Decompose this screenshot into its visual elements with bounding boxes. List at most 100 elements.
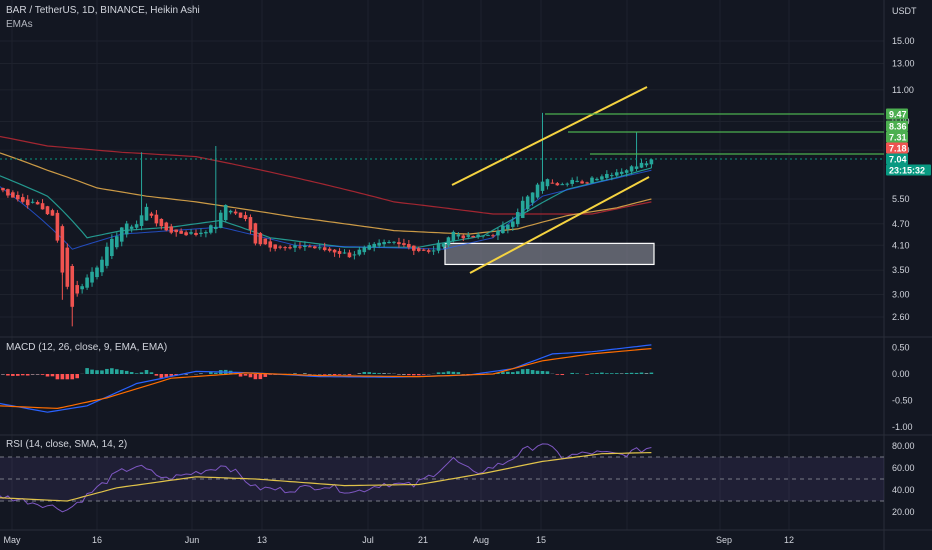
macd-histogram-bar (303, 373, 307, 374)
candle-body (283, 247, 287, 249)
macd-histogram-bar (115, 369, 119, 374)
candle-body (40, 203, 45, 210)
candle-body (639, 162, 644, 168)
candle-body (124, 223, 129, 235)
macd-histogram-bar (570, 372, 574, 374)
macd-histogram-bar (451, 371, 456, 374)
macd-histogram-bar (90, 369, 94, 374)
candle-body (199, 232, 203, 234)
price-tag-bg (886, 131, 908, 143)
candle-body (352, 254, 357, 256)
macd-histogram-bar (525, 368, 530, 374)
macd-histogram-bar (95, 370, 99, 374)
macd-histogram-bar (540, 370, 545, 374)
rsi-indicator-label[interactable]: RSI (14, close, SMA, 14, 2) (6, 439, 128, 450)
price-tag-label: 9.47 (889, 110, 907, 120)
price-tag-label: 7.18 (889, 144, 907, 154)
candle-body (491, 235, 495, 237)
candle-body (416, 248, 421, 252)
candle-body (614, 172, 619, 176)
candle-body (293, 245, 297, 248)
macd-histogram-bar (377, 373, 381, 374)
candle-body (204, 232, 208, 234)
candle-body (426, 250, 431, 252)
upper-trendline (451, 86, 648, 186)
macd-histogram-bar (70, 374, 75, 380)
macd-histogram-bar (560, 374, 565, 376)
x-tick-label: Sep (716, 535, 732, 545)
axes: 15.0013.0011.009.007.505.504.704.103.503… (3, 36, 914, 545)
macd-indicator-label[interactable]: MACD (12, 26, close, 9, EMA, EMA) (6, 342, 168, 353)
price-tag-bg (886, 142, 908, 154)
candle-body (441, 243, 446, 247)
macd-pane (0, 344, 654, 413)
macd-histogram-bar (610, 373, 614, 374)
macd-histogram-bar (362, 371, 367, 374)
candle-body (332, 249, 337, 253)
x-tick-label: 16 (92, 535, 102, 545)
macd-histogram-bar (590, 373, 594, 374)
macd-histogram-bar (382, 373, 386, 374)
macd-histogram-bar (600, 372, 604, 374)
macd-tick-label: 0.00 (892, 369, 910, 379)
ema_fast-line (0, 167, 652, 248)
candle-body (520, 200, 525, 218)
candle-body (194, 232, 198, 235)
candle-body (402, 243, 406, 245)
macd-histogram-bar (357, 373, 362, 374)
lower-trendline (469, 176, 650, 274)
macd-histogram-bar (209, 372, 213, 374)
macd-histogram-bar (105, 368, 109, 374)
macd-histogram-bar (515, 371, 520, 374)
macd-histogram-bar (322, 374, 327, 375)
candle-body (258, 233, 263, 245)
candle-body (511, 221, 515, 227)
y-tick-label: 4.10 (892, 240, 910, 250)
macd-histogram-bar (124, 370, 129, 374)
chart-title[interactable]: BAR / TetherUS, 1D, BINANCE, Heikin Ashi (6, 5, 200, 16)
candle-body (55, 212, 60, 241)
ema-indicator-label[interactable]: EMAs (6, 19, 33, 30)
candle-body (119, 227, 124, 242)
candle-body (570, 179, 574, 184)
candle-body (407, 244, 411, 248)
macd-histogram-bar (347, 374, 352, 375)
macd-histogram-bar (412, 374, 416, 376)
macd-histogram-bar (506, 371, 510, 374)
candle-body (322, 247, 327, 251)
candle-body (253, 223, 258, 244)
candle-body (595, 178, 599, 181)
candle-body (471, 235, 475, 238)
candle-body (387, 241, 391, 244)
candle-body (169, 226, 174, 233)
ema-blue-line (0, 169, 652, 250)
macd-histogram-bar (214, 372, 218, 374)
macd-histogram-bar (555, 374, 560, 375)
candle-body (372, 243, 376, 248)
macd-histogram-bar (585, 374, 589, 375)
candle-body (362, 247, 367, 253)
candle-body (436, 242, 441, 251)
macd-histogram-bar (184, 374, 188, 375)
candle-body (179, 230, 183, 234)
candle-body (16, 194, 20, 200)
candle-body (209, 225, 213, 233)
macd-histogram-bar (119, 370, 124, 374)
candle-body (50, 210, 55, 216)
macd-histogram-bar (100, 370, 104, 374)
macd-histogram-bar (154, 374, 159, 376)
candle-body (25, 199, 30, 206)
candle-body (466, 235, 471, 237)
y-tick-label: 5.50 (892, 194, 910, 204)
candle-body (451, 231, 456, 242)
candle-body (95, 267, 99, 278)
candle-body (144, 206, 149, 221)
candles (1, 112, 654, 327)
candle-body (149, 213, 154, 216)
candle-body (6, 189, 10, 196)
x-tick-label: Jul (362, 535, 374, 545)
candle-body (273, 244, 277, 249)
candle-body (545, 179, 550, 187)
